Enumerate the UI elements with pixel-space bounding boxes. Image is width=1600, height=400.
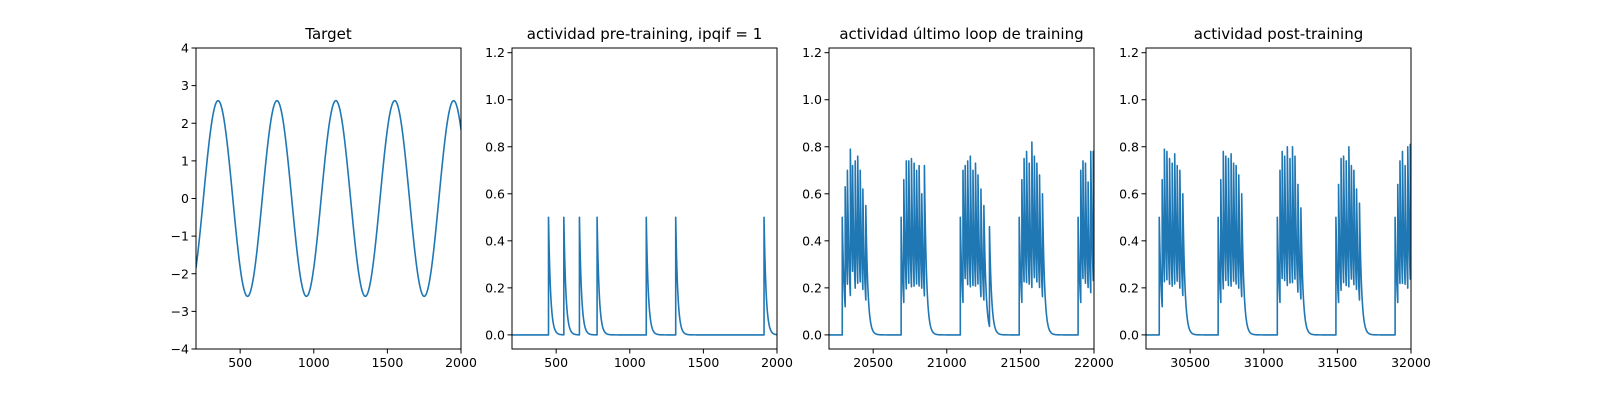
y-tick-label: 1.2 [1119, 45, 1139, 60]
y-tick-label: 0.8 [485, 139, 505, 154]
x-tick-label: 31500 [1318, 355, 1358, 370]
y-tick-label: −2 [171, 266, 189, 281]
x-tick-label: 1500 [687, 355, 719, 370]
y-tick-label: 0.6 [485, 186, 505, 201]
x-tick-label: 2000 [761, 355, 793, 370]
y-tick-label: 1.2 [485, 45, 505, 60]
panel-target: Target 500 1000 1500 2000 −4 −3 −2 −1 0 1 2 3 4 [171, 25, 477, 370]
y-tick-label: 1.0 [1119, 92, 1139, 107]
x-tick-label: 1500 [371, 355, 403, 370]
y-tick-label: 0.4 [1119, 233, 1139, 248]
y-tick-label: 4 [181, 41, 189, 56]
x-tick-label: 1000 [614, 355, 646, 370]
x-tick-label: 32000 [1391, 355, 1431, 370]
plot-area [196, 99, 461, 298]
x-tick-label: 2000 [445, 355, 477, 370]
y-tick-label: 0.8 [1119, 139, 1139, 154]
panel-title: Target [304, 25, 352, 43]
x-tick-label: 500 [228, 355, 252, 370]
panel-title: actividad post-training [1194, 25, 1363, 43]
y-tick-label: 1.0 [485, 92, 505, 107]
y-tick-label: −3 [171, 304, 189, 319]
y-tick-label: 0.4 [802, 233, 822, 248]
y-tick-label: −4 [171, 342, 189, 357]
series-line [512, 216, 777, 336]
y-tick-label: 3 [181, 78, 189, 93]
y-tick-label: 0.4 [485, 233, 505, 248]
series-line [1146, 143, 1411, 336]
y-tick-label: 1.2 [802, 45, 822, 60]
y-tick-label: 0 [181, 191, 189, 206]
y-tick-label: 1 [181, 153, 189, 168]
axes-frame [1145, 47, 1412, 350]
panel-last-training-loop: actividad último loop de training 20500 2… [802, 25, 1114, 370]
y-tick-label: 0.0 [1119, 327, 1139, 342]
y-tick-label: 0.6 [1119, 186, 1139, 201]
panel-title: actividad último loop de training [839, 25, 1083, 43]
y-tick-label: 0.2 [802, 280, 822, 295]
panel-post-training: actividad post-training 30500 31000 31500 3… [1119, 25, 1431, 370]
plot-area [1146, 143, 1411, 336]
x-tick-label: 20500 [853, 355, 893, 370]
y-tick-label: −1 [171, 229, 189, 244]
series-line [196, 99, 461, 298]
y-tick-label: 0.8 [802, 139, 822, 154]
series-line [829, 141, 1094, 336]
y-tick-label: 0.6 [802, 186, 822, 201]
y-tick-label: 2 [181, 116, 189, 131]
x-tick-label: 30500 [1170, 355, 1210, 370]
x-tick-label: 31000 [1244, 355, 1284, 370]
panel-pre-training: actividad pre-training, ipqif = 1 500 100… [485, 25, 793, 370]
plot-area [829, 141, 1094, 336]
y-tick-label: 0.2 [1119, 280, 1139, 295]
x-tick-label: 1000 [298, 355, 330, 370]
x-tick-label: 21500 [1001, 355, 1041, 370]
y-tick-label: 1.0 [802, 92, 822, 107]
axes-frame [195, 47, 462, 350]
x-tick-label: 21000 [927, 355, 967, 370]
x-tick-label: 22000 [1074, 355, 1114, 370]
x-tick-label: 500 [544, 355, 568, 370]
y-tick-label: 0.2 [485, 280, 505, 295]
plot-area [512, 216, 777, 336]
y-tick-label: 0.0 [802, 327, 822, 342]
axes-frame [828, 47, 1095, 350]
panel-title: actividad pre-training, ipqif = 1 [527, 25, 763, 43]
axes-frame [511, 47, 778, 350]
y-tick-label: 0.0 [485, 327, 505, 342]
